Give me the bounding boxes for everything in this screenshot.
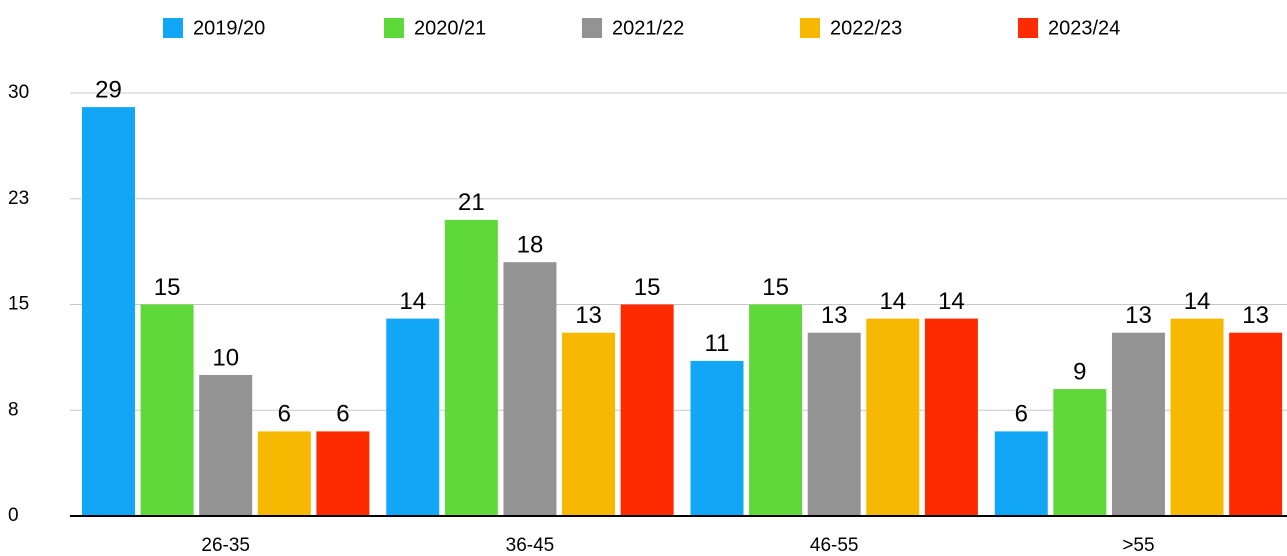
legend-label: 2020/21 [414,17,486,39]
bar [82,107,135,516]
value-label: 13 [1125,302,1152,329]
bar [503,262,557,516]
bar [444,219,498,516]
legend-swatch [582,18,602,38]
value-label: 6 [1015,401,1028,428]
value-label: 18 [517,232,544,259]
value-label: 14 [879,288,906,315]
bar [1229,332,1283,516]
value-label: 13 [821,302,848,329]
value-label: 13 [575,302,602,329]
bar [140,304,194,516]
y-tick-label: 30 [8,82,29,103]
y-tick-label: 0 [8,505,19,526]
x-tick-label: 36-45 [506,535,555,556]
legend-swatch [384,18,404,38]
value-label: 14 [399,288,426,315]
legend-swatch [163,18,183,38]
bar [257,431,311,516]
bar [749,304,803,516]
value-label: 6 [336,401,349,428]
value-label: 21 [458,189,485,216]
bar [199,375,253,516]
bar [866,318,920,516]
x-tick-label: >55 [1122,535,1154,556]
legend-label: 2019/20 [193,17,265,39]
value-label: 11 [705,330,730,357]
bar [562,332,616,516]
y-tick-label: 23 [8,188,29,209]
value-label: 13 [1242,302,1269,329]
value-label: 15 [634,274,661,301]
value-label: 15 [762,274,789,301]
bar [924,318,978,516]
bar [1053,389,1107,516]
legend-label: 2022/23 [830,17,902,39]
x-tick-label: 26-35 [201,535,250,556]
bar [1170,318,1224,516]
bar [1111,332,1165,516]
value-label: 29 [95,76,122,103]
x-tick-label: 46-55 [810,535,859,556]
bar [807,332,861,516]
bar [620,304,674,516]
bar [316,431,370,516]
bar [386,318,440,516]
legend-label: 2023/24 [1048,17,1120,39]
value-label: 10 [212,344,239,371]
value-label: 14 [938,288,965,315]
value-label: 14 [1184,288,1211,315]
y-tick-label: 8 [8,399,19,420]
bar [690,360,744,516]
bar [994,431,1048,516]
legend-swatch [1018,18,1038,38]
value-label: 15 [154,274,181,301]
y-tick-label: 15 [8,294,29,315]
legend-swatch [800,18,820,38]
value-label: 6 [278,401,291,428]
legend-label: 2021/22 [612,17,684,39]
value-label: 9 [1073,358,1086,385]
